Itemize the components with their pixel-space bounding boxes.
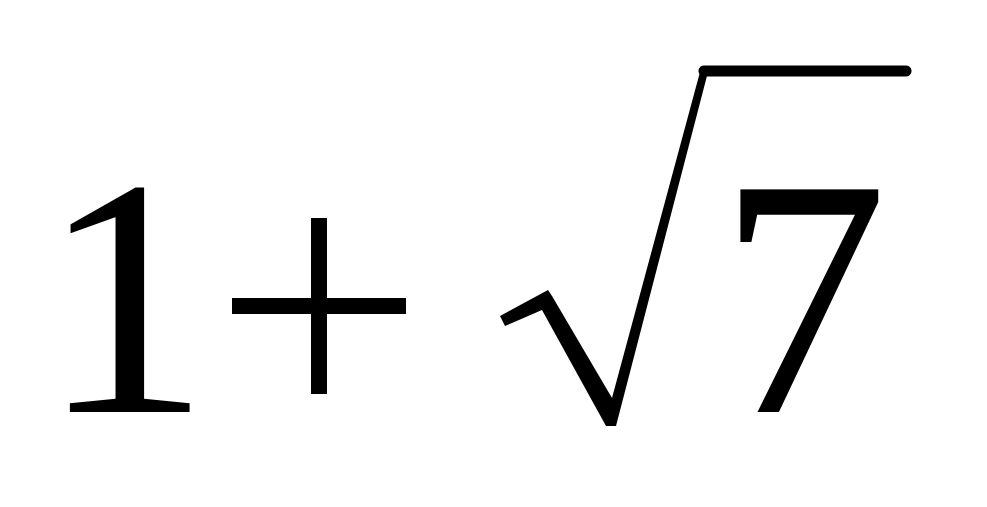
radical-hook [500, 72, 708, 426]
radicand-seven: 7 [718, 109, 888, 486]
plus-sign [232, 218, 406, 394]
number-one: 1 [40, 109, 210, 486]
radical-sign [500, 65, 912, 426]
plus-vertical-bar [311, 218, 327, 394]
